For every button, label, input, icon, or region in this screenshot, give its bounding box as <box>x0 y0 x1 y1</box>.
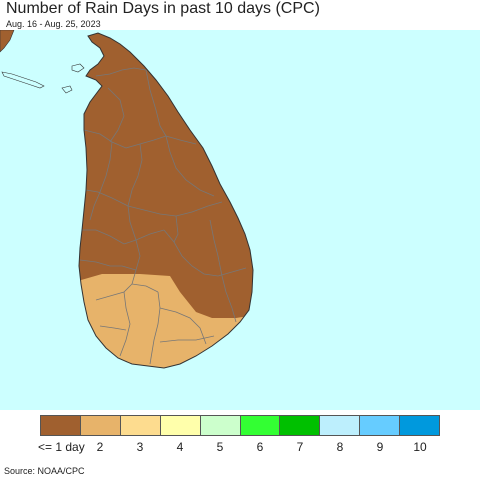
legend-label-1: <= 1 day <box>38 440 85 454</box>
legend-swatch-3 <box>120 416 161 435</box>
islet-3 <box>61 85 73 94</box>
legend-label-4: 4 <box>176 440 184 454</box>
legend-swatch-6 <box>240 416 281 435</box>
map-title: Number of Rain Days in past 10 days (CPC… <box>6 0 320 17</box>
sri-lanka-map <box>0 30 254 369</box>
legend-swatch-7 <box>280 416 321 435</box>
legend-swatch-1 <box>41 416 81 435</box>
india-landmass <box>0 30 15 53</box>
map-area <box>0 30 480 410</box>
legend-labels: <= 1 day 2 3 4 5 6 7 8 9 10 <box>38 440 440 454</box>
legend-label-10: 10 <box>413 440 427 454</box>
legend-label-7: 7 <box>296 440 304 454</box>
legend-swatch-2 <box>80 416 121 435</box>
legend-swatch-4 <box>160 416 201 435</box>
islet-2 <box>71 63 85 73</box>
legend-label-8: 8 <box>336 440 344 454</box>
date-range: Aug. 16 - Aug. 25, 2023 <box>6 19 101 29</box>
legend-label-3: 3 <box>136 440 144 454</box>
legend-label-6: 6 <box>256 440 264 454</box>
legend-label-5: 5 <box>216 440 224 454</box>
legend-label-2: 2 <box>96 440 104 454</box>
legend-label-9: 9 <box>376 440 384 454</box>
coastline <box>78 32 254 369</box>
legend-swatch-8 <box>320 416 361 435</box>
district-boundaries <box>79 67 247 365</box>
islet-1 <box>1 71 45 89</box>
source-credit: Source: NOAA/CPC <box>4 466 85 476</box>
legend-swatch-10 <box>400 416 440 435</box>
legend-color-bar <box>40 415 440 436</box>
legend-swatch-5 <box>200 416 241 435</box>
legend-swatch-9 <box>360 416 401 435</box>
